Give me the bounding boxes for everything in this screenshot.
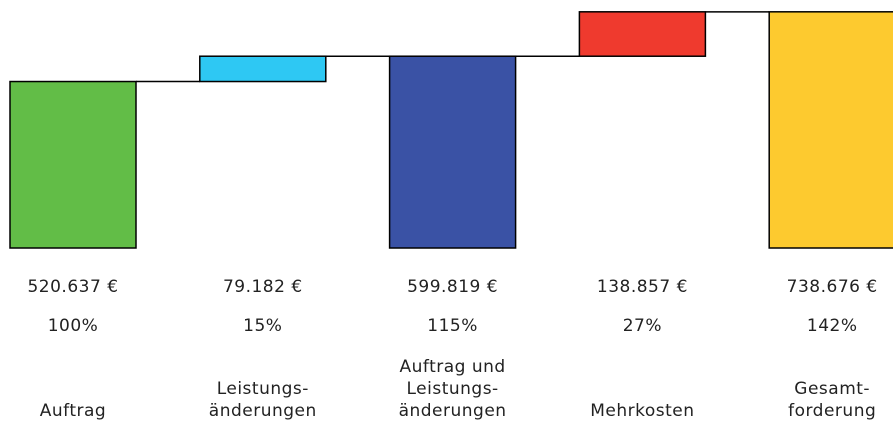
bar	[9, 80, 137, 249]
percentage-label: 27%	[622, 316, 663, 336]
percentage-label: 142%	[806, 316, 858, 336]
value-label: 599.819 €	[407, 277, 499, 297]
value-label: 738.676 €	[786, 277, 878, 297]
value-label: 520.637 €	[27, 277, 119, 297]
category-label: Mehrkosten	[590, 401, 695, 421]
category-label: Auftrag und Leistungs- änderungen	[398, 357, 507, 421]
category-label: Gesamt- forderung	[788, 379, 877, 421]
bar	[768, 11, 893, 249]
category-label: Auftrag	[39, 401, 107, 421]
value-label: 79.182 €	[222, 277, 303, 297]
percentage-label: 115%	[427, 316, 478, 336]
value-label: 138.857 €	[596, 277, 688, 297]
category-label: Leistungs- änderungen	[208, 379, 317, 421]
percentage-label: 100%	[47, 316, 99, 336]
percentage-label: 15%	[243, 316, 283, 336]
bar	[578, 11, 707, 57]
bar	[199, 55, 327, 83]
bar	[388, 55, 517, 249]
